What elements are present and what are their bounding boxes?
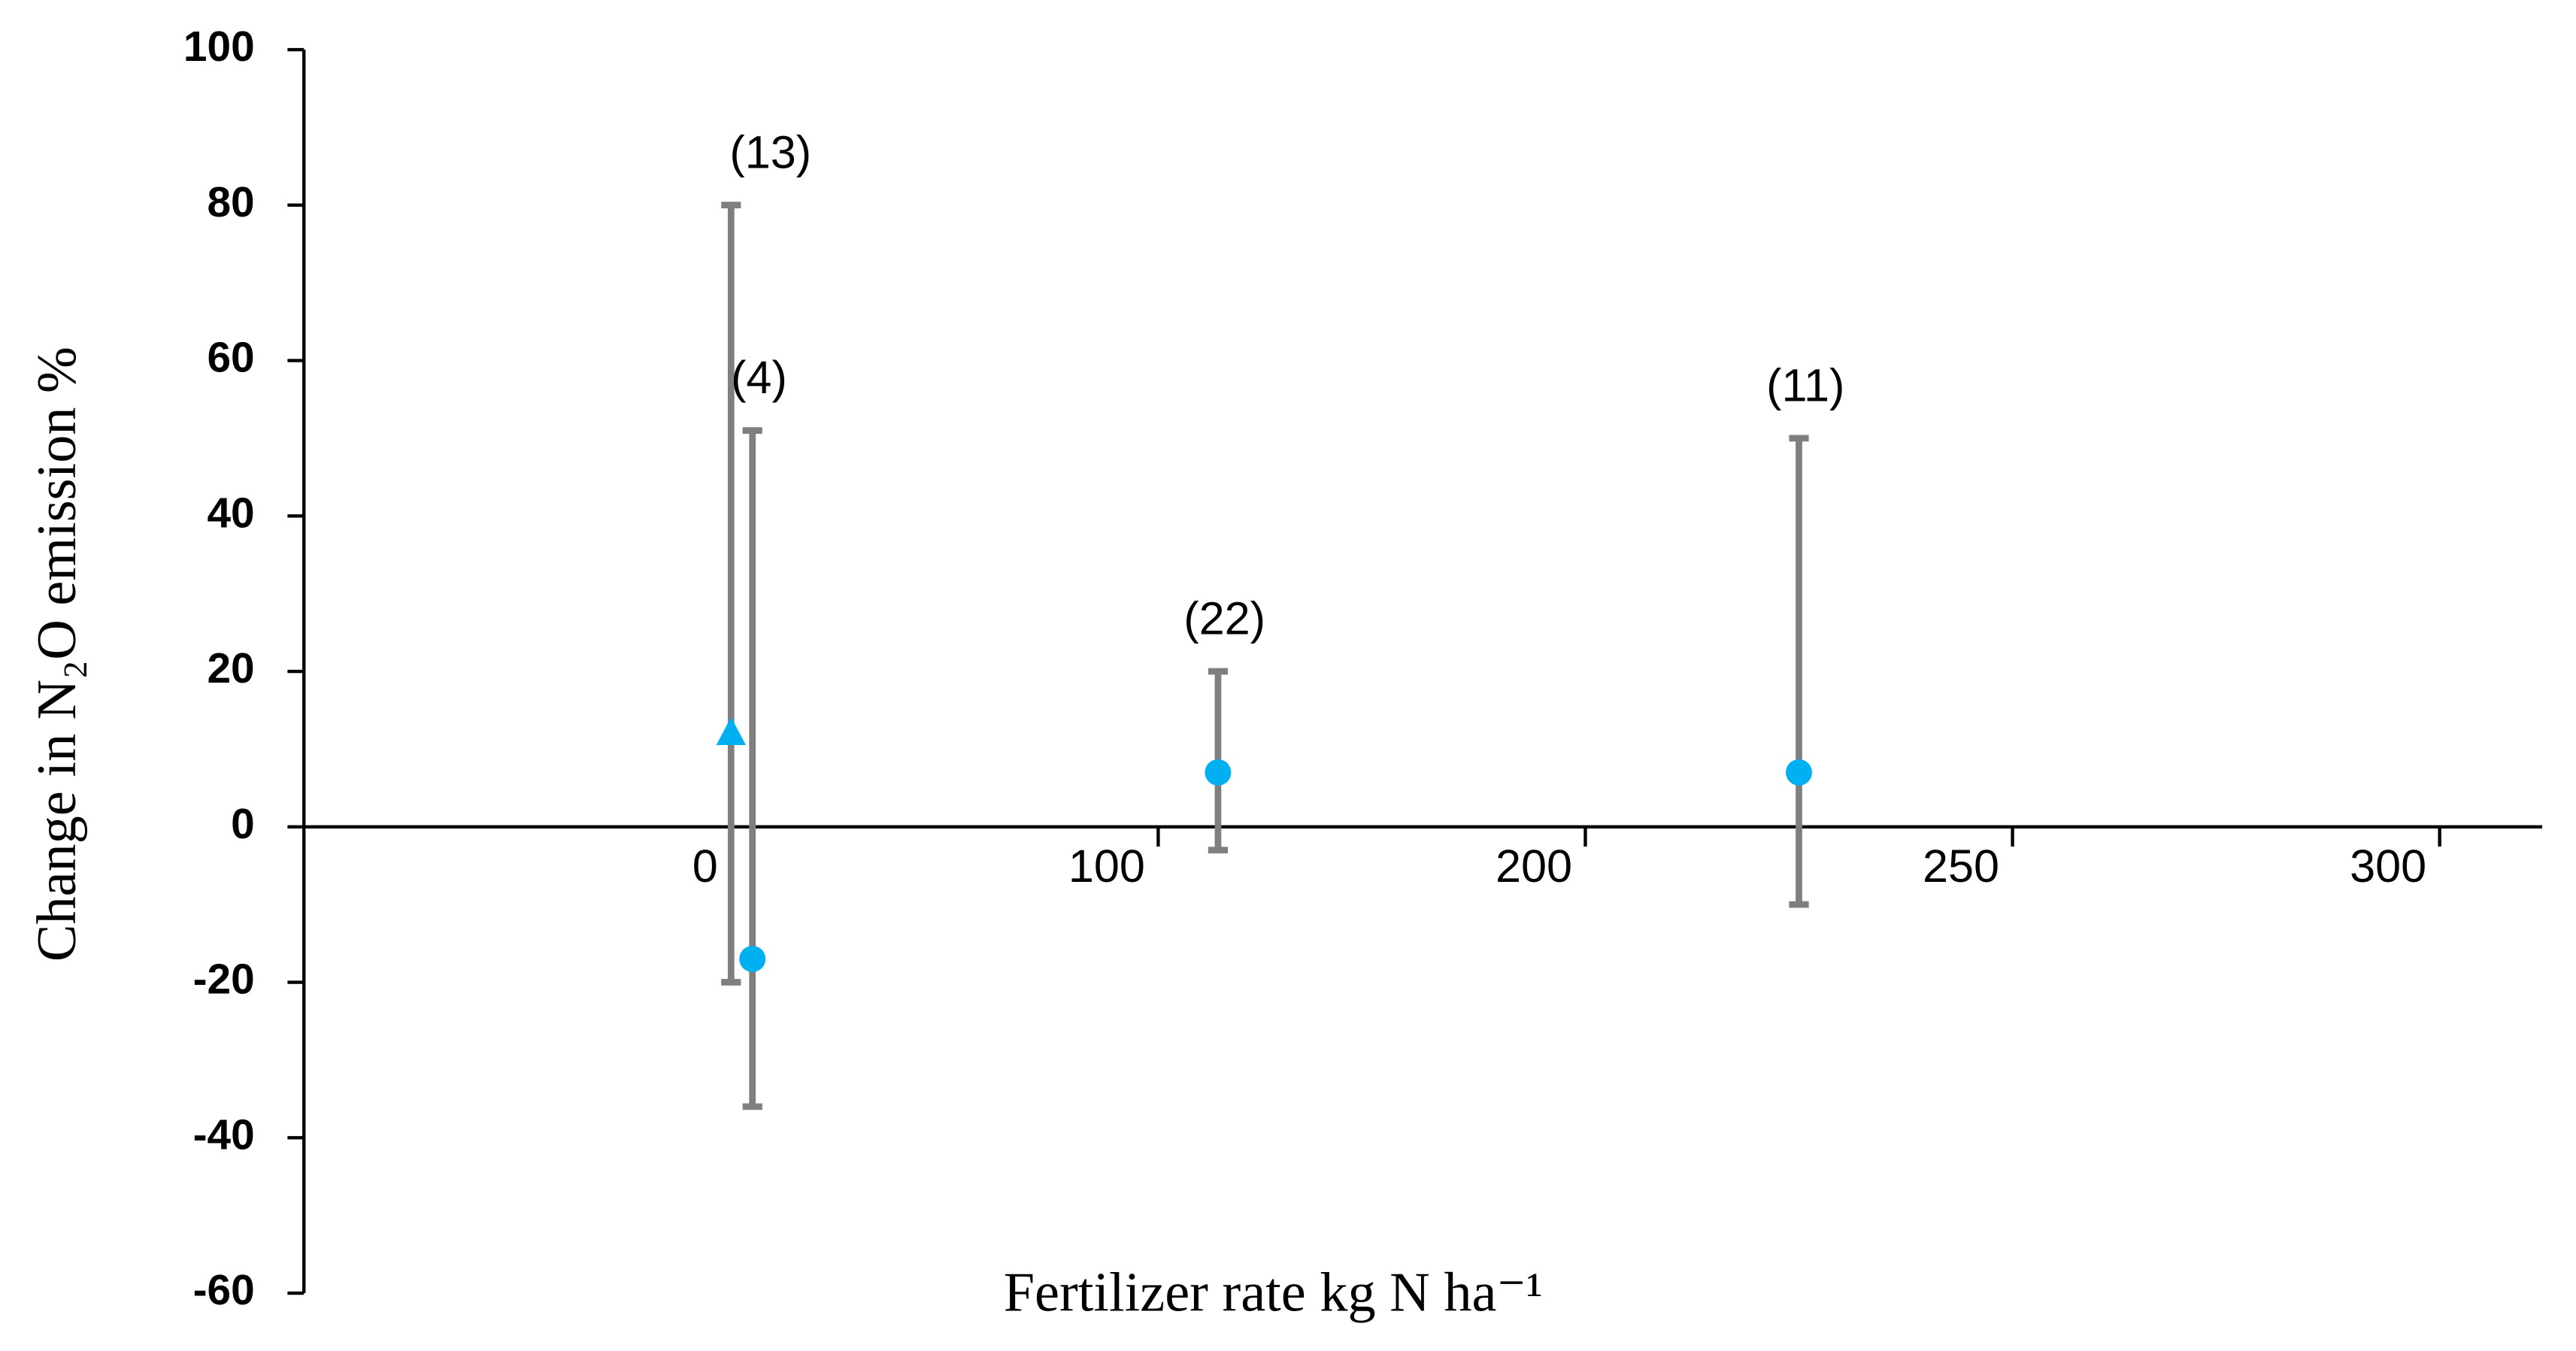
y-tick-label: -40 — [193, 1111, 255, 1159]
point-label: (22) — [1183, 593, 1265, 644]
x-tick-label: 250 — [1923, 841, 1999, 892]
point-label: (11) — [1766, 360, 1844, 411]
x-tick-label: 100 — [1068, 841, 1145, 892]
point — [716, 716, 746, 746]
y-tick-label: -60 — [193, 1267, 255, 1314]
y-tick-label: 80 — [207, 179, 254, 226]
y-axis-title: Change in N₂O emission % — [26, 347, 88, 962]
x-tick-label: 300 — [2350, 841, 2426, 892]
y-tick-label: 0 — [231, 801, 255, 848]
y-tick-label: 40 — [207, 489, 254, 537]
point — [739, 946, 766, 973]
x-tick-label: 0 — [692, 841, 718, 892]
y-tick-label: 60 — [207, 335, 254, 382]
x-axis-title: Fertilizer rate kg N ha⁻¹ — [1004, 1262, 1543, 1324]
y-tick-label: -20 — [193, 956, 255, 1004]
point-label: (4) — [731, 352, 787, 403]
y-tick-label: 100 — [183, 23, 255, 71]
point — [1205, 759, 1232, 786]
x-tick-label: 200 — [1496, 841, 1572, 892]
y-tick-label: 20 — [207, 645, 254, 692]
point — [1786, 759, 1812, 786]
point-label: (13) — [729, 126, 811, 177]
